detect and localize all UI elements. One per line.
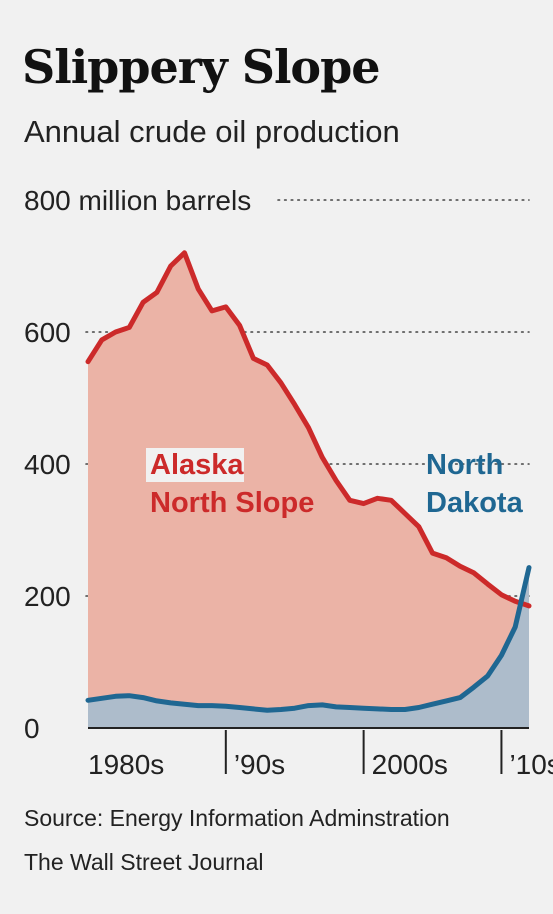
alaska-area-fill: [88, 252, 529, 729]
y-tick-label-400: 400: [24, 449, 71, 480]
north-dakota-area-fill: [88, 567, 529, 728]
area-fills: [88, 252, 529, 729]
alaska-north-slope-line: [85, 250, 532, 609]
north-dakota-label-line-1: North: [426, 449, 503, 481]
source-note: Source: Energy Information Adminstration: [24, 805, 450, 831]
axis-and-series-labels: 0 200 400 600 800 million barrels 1980s ’90s 20…: [24, 185, 553, 780]
y-tick-label-0: 0: [24, 713, 40, 744]
y-tick-label-600: 600: [24, 317, 71, 348]
north-dakota-line: [85, 565, 532, 713]
x-tick-label-1990: ’90s: [234, 749, 285, 780]
alaska-label-line-2: North Slope: [150, 487, 314, 519]
y-tick-label-200: 200: [24, 581, 71, 612]
x-tick-label-1980: 1980s: [88, 749, 164, 780]
chart-subtitle: Annual crude oil production: [24, 114, 400, 149]
alaska-label-line-1: Alaska: [150, 449, 244, 481]
x-tick-label-2000: 2000s: [372, 749, 448, 780]
chart-title: Slippery Slope: [22, 40, 381, 94]
series-lines: [85, 250, 532, 713]
y-tick-label-800: 800 million barrels: [24, 185, 251, 216]
alaska-label-knockout: [146, 448, 244, 482]
north-dakota-label-line-2: Dakota: [426, 487, 524, 519]
x-tick-label-2010: ’10s: [509, 749, 553, 780]
publisher-credit: The Wall Street Journal: [24, 849, 264, 875]
